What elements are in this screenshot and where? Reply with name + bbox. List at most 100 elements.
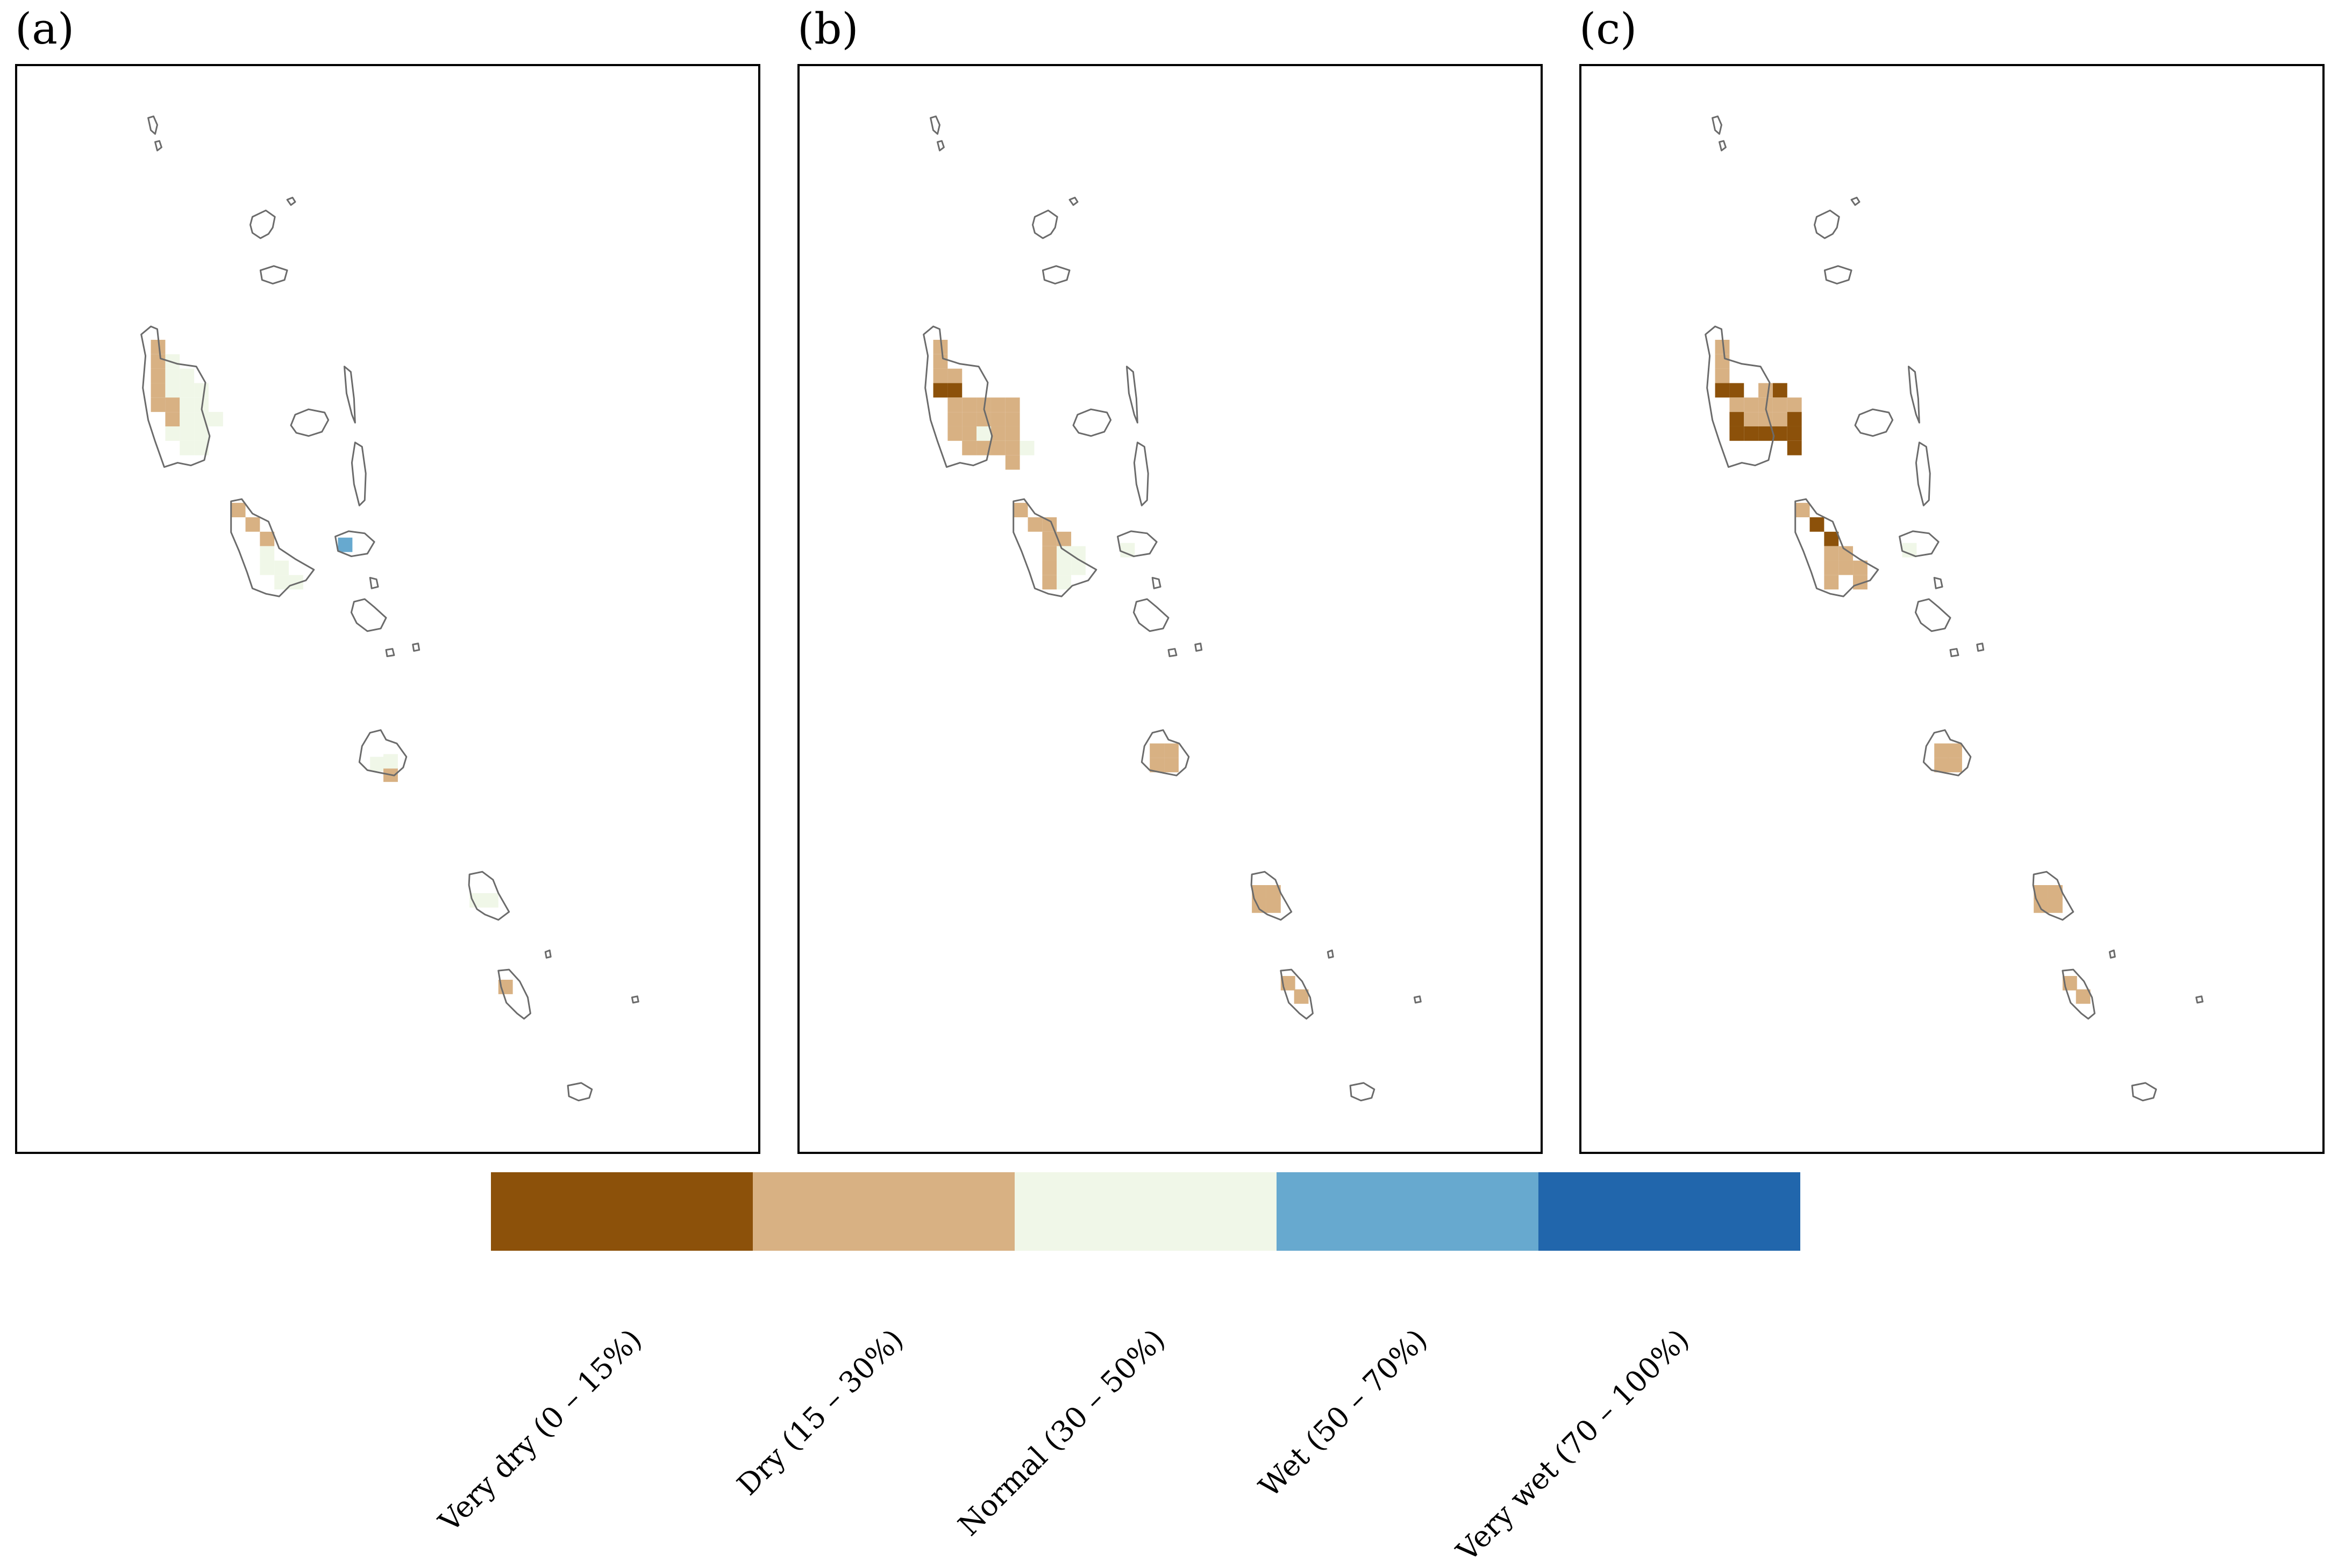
grid-cell-dry (1715, 368, 1730, 383)
island-ambrym (1117, 530, 1158, 558)
island-north-1 (930, 115, 940, 135)
grid-cell-normal (180, 440, 195, 455)
grid-cell-very-dry (1729, 412, 1744, 426)
grid-cell-dry (947, 397, 963, 412)
grid-cell-normal (274, 575, 289, 590)
grid-cell-normal (274, 560, 289, 575)
island-tanna (497, 968, 531, 1020)
grid-cell-normal (165, 426, 180, 441)
grid-cell-very-dry (1758, 426, 1773, 441)
legend-swatch-very-dry (491, 1172, 753, 1251)
grid-cell-normal (180, 426, 195, 441)
grid-cell-dry (947, 368, 963, 383)
grid-cell-normal (483, 893, 498, 908)
legend-swatch-dry (753, 1172, 1015, 1251)
island-malekula (1013, 498, 1097, 597)
island-north-4 (1068, 196, 1079, 206)
grid-cell-dry (245, 517, 260, 532)
grid-cell-dry (1934, 743, 1949, 758)
grid-cell-very-dry (1824, 531, 1839, 546)
grid-cell-very-dry (1787, 440, 1802, 455)
grid-cell-dry (1744, 412, 1759, 426)
island-north-1 (147, 115, 158, 135)
island-shepherd-1 (385, 648, 395, 657)
legend-label-very-wet: Very wet (70 – 100%) (1450, 1322, 1696, 1568)
island-maewo (1907, 366, 1920, 424)
grid-cell-dry (1013, 503, 1028, 517)
legend-label-wet: Wet (50 – 70%) (1252, 1322, 1434, 1504)
grid-cell-dry (165, 397, 180, 412)
grid-cell-dry (1787, 397, 1802, 412)
coastlines (140, 115, 639, 1102)
grid-cell-normal (260, 546, 275, 561)
grid-cell-dry (1758, 383, 1773, 398)
island-north-2 (937, 140, 945, 152)
island-north-5 (1042, 265, 1071, 285)
grid-cell-dry (1042, 546, 1057, 561)
grid-cells (1715, 339, 2091, 1004)
grid-cell-dry (1150, 743, 1165, 758)
grid-cells (933, 339, 1309, 1004)
grid-cell-dry (151, 354, 166, 369)
grid-cell-dry (1838, 560, 1854, 575)
legend-swatch-normal (1015, 1172, 1277, 1251)
grid-cell-very-dry (1744, 426, 1759, 441)
island-ambae (1072, 408, 1112, 437)
grid-cell-very-dry (933, 383, 948, 398)
grid-cell-dry (1252, 898, 1266, 913)
island-paama (1151, 576, 1161, 589)
grid-cell-dry (990, 426, 1006, 441)
grid-cell-normal (165, 383, 180, 398)
grid-cell-dry (1005, 412, 1020, 426)
grid-cell-normal (180, 383, 195, 398)
grid-cell-dry (1042, 575, 1057, 590)
island-futuna (2195, 995, 2204, 1004)
island-epi (1914, 598, 1951, 632)
island-aneityum (2131, 1082, 2157, 1102)
grid-cell-dry (962, 426, 977, 441)
island-paama (1933, 576, 1943, 589)
grid-cell-dry (151, 368, 166, 383)
island-maewo (343, 366, 356, 424)
island-pentecost (1915, 441, 1931, 507)
grid-cell-dry (962, 397, 977, 412)
island-ambae (290, 408, 330, 437)
island-tanna (1280, 968, 1314, 1020)
grid-cell-very-dry (1729, 426, 1744, 441)
island-north-3 (1813, 209, 1840, 239)
grid-cell-normal (180, 368, 195, 383)
island-north-3 (1031, 209, 1058, 239)
legend-label-dry: Dry (15 – 30%) (730, 1322, 910, 1502)
grid-cell-dry (1715, 354, 1730, 369)
grid-cell-dry (1164, 743, 1179, 758)
grid-cell-normal (1057, 560, 1072, 575)
island-maewo (1125, 366, 1138, 424)
grid-cell-normal (370, 757, 385, 772)
grid-cell-dry (1824, 546, 1839, 561)
legend-swatch-very-wet (1538, 1172, 1800, 1251)
island-erromango (2032, 871, 2075, 921)
grid-cell-normal (1071, 546, 1086, 561)
island-aniwa (544, 949, 552, 959)
island-aneityum (567, 1082, 593, 1102)
grid-cell-dry (1005, 455, 1020, 470)
island-shepherd-2 (412, 643, 420, 652)
island-efate (358, 729, 408, 776)
grid-cell-dry (1729, 397, 1744, 412)
coastlines (1705, 115, 2204, 1102)
grid-cell-normal (194, 426, 209, 441)
island-malekula (1794, 498, 1879, 597)
grid-cell-normal (976, 426, 991, 441)
grid-cell-dry (1795, 503, 1810, 517)
island-shepherd-2 (1976, 643, 1985, 652)
island-north-5 (1823, 265, 1852, 285)
grid-cell-normal (260, 560, 275, 575)
island-north-4 (1850, 196, 1861, 206)
island-north-1 (1712, 115, 1722, 135)
island-ambrym (1899, 530, 1940, 558)
grid-cell-dry (947, 412, 963, 426)
grid-cell-dry (990, 397, 1006, 412)
grid-cell-dry (1824, 560, 1839, 575)
island-north-2 (1719, 140, 1727, 152)
grid-cell-dry (1772, 412, 1787, 426)
